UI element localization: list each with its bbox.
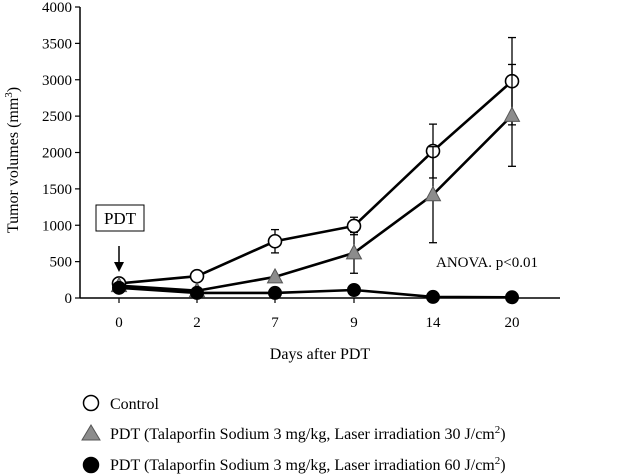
legend-item-pdt-60: PDT (Talaporfin Sodium 3 mg/kg, Laser ir… [82, 455, 506, 474]
data-point-pdt-30 [266, 267, 284, 284]
data-point-pdt-60 [112, 280, 126, 295]
y-tick-label: 1000 [42, 218, 72, 234]
x-tick-label: 2 [193, 315, 201, 331]
y-axis-label: Tumor volumes (mm3) [3, 87, 22, 233]
legend-triangle-icon [81, 424, 101, 441]
data-point-pdt-30 [345, 243, 363, 260]
y-tick-label: 3000 [42, 73, 72, 89]
data-point-pdt-60 [505, 290, 519, 305]
legend-item-pdt-30: PDT (Talaporfin Sodium 3 mg/kg, Laser ir… [81, 424, 506, 443]
data-point-pdt-60 [426, 289, 440, 304]
legend-open-circle-icon [82, 394, 100, 412]
series-line-control [118, 80, 513, 285]
y-tick-label: 0 [65, 291, 73, 307]
x-tick-label: 0 [115, 315, 123, 331]
y-tick-label: 500 [50, 255, 73, 271]
y-tick-label: 2500 [42, 109, 72, 125]
x-tick-label: 20 [505, 315, 520, 331]
x-ticks: 0 2 7 9 14 20 [115, 298, 520, 331]
series-pdt-60 [112, 280, 519, 305]
data-point-control [189, 268, 205, 284]
pdt-box-label: PDT [104, 209, 137, 228]
x-axis-label: Days after PDT [270, 346, 371, 363]
data-point-pdt-30 [424, 185, 442, 202]
y-tick-label: 1500 [42, 182, 72, 198]
series-control [111, 36, 520, 291]
y-tick-label: 2000 [42, 146, 72, 162]
y-tick-label: 4000 [42, 0, 72, 16]
data-point-pdt-30 [503, 106, 521, 122]
data-point-pdt-60 [190, 285, 204, 300]
x-tick-label: 7 [271, 315, 279, 331]
legend: Control PDT (Talaporfin Sodium 3 mg/kg, … [81, 394, 506, 474]
pdt-annotation: PDT [95, 204, 145, 272]
y-tick-label: 3500 [42, 36, 72, 52]
legend-label-pdt-30: PDT (Talaporfin Sodium 3 mg/kg, Laser ir… [110, 424, 506, 443]
legend-filled-circle-icon [82, 456, 100, 474]
x-tick-label: 14 [426, 315, 442, 331]
data-point-control [346, 218, 362, 234]
x-tick-label: 9 [350, 315, 358, 331]
data-point-pdt-60 [268, 285, 282, 300]
data-point-control [267, 233, 283, 249]
data-point-pdt-60 [347, 282, 361, 297]
legend-label-control: Control [110, 396, 159, 413]
series-layer [110, 36, 521, 305]
anova-annotation: ANOVA. p<0.01 [436, 255, 538, 271]
legend-item-control: Control [82, 394, 159, 413]
series-line-pdt-30 [118, 114, 513, 293]
pdt-box [95, 204, 145, 232]
legend-label-pdt-60: PDT (Talaporfin Sodium 3 mg/kg, Laser ir… [110, 455, 506, 474]
series-line-pdt-60 [118, 286, 513, 299]
y-ticks: 0 500 1000 1500 2000 2500 3000 3500 4000 [42, 0, 80, 307]
pdt-arrow-icon [114, 262, 124, 272]
